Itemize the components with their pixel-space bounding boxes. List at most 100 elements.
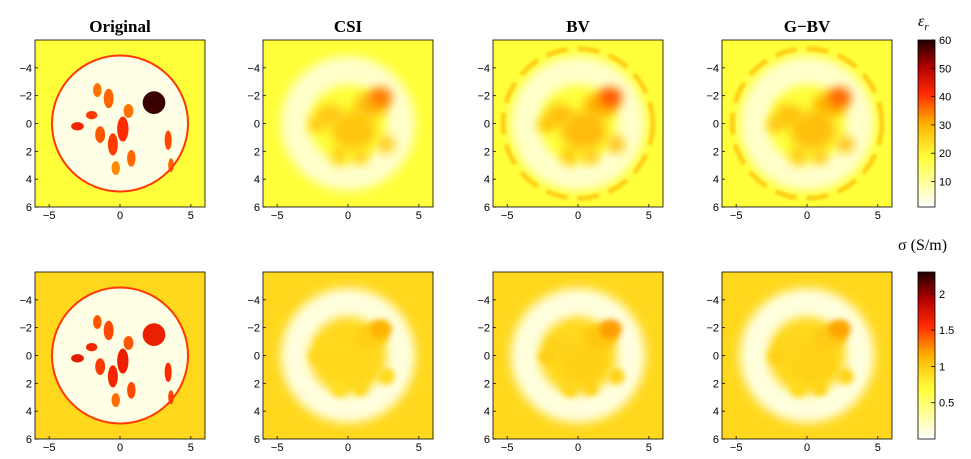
reconstructed-blob (767, 349, 785, 364)
y-tick-label: 6 (26, 202, 32, 214)
inclusion (127, 149, 136, 167)
y-tick-label: −2 (19, 91, 32, 103)
colorbar-tick-label: 0.5 (939, 398, 954, 410)
panel-title-bv: BV (566, 17, 590, 36)
panel-title-csi: CSI (334, 17, 363, 36)
reconstructed-blob (561, 145, 578, 166)
reconstructed-blob (583, 381, 598, 396)
x-tick-label: 0 (804, 210, 810, 222)
y-tick-label: 4 (254, 406, 260, 418)
y-tick-label: 0 (26, 351, 32, 363)
x-tick-label: 0 (575, 210, 581, 222)
y-tick-label: 2 (713, 146, 719, 158)
colorbar-tick-label: 20 (939, 148, 951, 160)
inclusion (103, 320, 114, 341)
large-inclusion (142, 323, 166, 346)
inclusion (95, 358, 106, 375)
y-tick-label: 6 (484, 202, 490, 214)
reconstructed-blob (369, 87, 392, 107)
colorbar-tick-label: 1 (939, 361, 945, 373)
inclusion (107, 133, 118, 156)
x-tick-label: −5 (730, 210, 743, 222)
y-tick-label: −4 (477, 63, 490, 75)
x-tick-label: 0 (345, 210, 351, 222)
colorbar-permittivity-label: εr (918, 13, 929, 33)
colorbar-tick-label: 50 (939, 63, 951, 75)
y-tick-label: 4 (26, 174, 32, 186)
domain-boundary (51, 54, 189, 193)
x-tick-label: 5 (646, 210, 652, 222)
y-tick-label: 4 (713, 406, 719, 418)
inclusion (71, 354, 84, 363)
reconstructed-blob (331, 110, 377, 150)
panel-r1-gbv (721, 39, 893, 208)
colorbar-conductivity-strip (917, 271, 936, 440)
x-tick-label: 0 (117, 210, 123, 222)
panel-r2-original (34, 271, 206, 440)
x-tick-label: −5 (43, 210, 56, 222)
y-tick-label: 0 (484, 351, 490, 363)
panels-group (34, 39, 893, 440)
colorbar-permittivity: εr 10 20 30 40 50 60 (917, 13, 951, 208)
inclusion (123, 336, 134, 350)
y-tick-label: −4 (706, 295, 719, 307)
inclusion (164, 362, 172, 382)
x-tick-label: 5 (416, 210, 422, 222)
panel-r1-bv (492, 39, 664, 208)
reconstructed-blob (767, 117, 785, 132)
reconstructed-blob (377, 136, 395, 153)
y-tick-label: 0 (713, 351, 719, 363)
panel-r2-bv (492, 271, 664, 440)
x-tick-label: 5 (188, 210, 194, 222)
reconstructed-blob (790, 377, 807, 398)
y-tick-label: 2 (26, 146, 32, 158)
x-tick-label: −5 (730, 442, 743, 454)
x-tick-label: 5 (875, 210, 881, 222)
x-tick-label: 5 (875, 442, 881, 454)
ring-artifact (729, 46, 885, 201)
inclusion (71, 122, 84, 131)
inclusion (117, 348, 129, 374)
y-tick-label: 4 (254, 174, 260, 186)
reconstructed-blob (308, 349, 326, 364)
reconstructed-blob (790, 145, 807, 166)
y-tick-label: 0 (254, 119, 260, 131)
reconstructed-blob (377, 368, 395, 385)
y-tick-label: −2 (706, 323, 719, 335)
y-tick-label: −2 (247, 323, 260, 335)
panel-r2-gbv (721, 271, 893, 440)
inclusion (127, 381, 136, 399)
reconstructed-blob (583, 149, 598, 164)
reconstructed-blob (353, 149, 368, 164)
y-tick-label: −4 (19, 295, 32, 307)
x-tick-label: 5 (188, 442, 194, 454)
colorbar-tick-label: 10 (939, 177, 951, 189)
y-tick-label: 0 (484, 119, 490, 131)
reconstructed-blob (812, 381, 827, 396)
reconstructed-blob (369, 319, 392, 339)
inclusion (107, 365, 118, 388)
inclusion (111, 393, 120, 407)
reconstructed-blob (836, 136, 854, 153)
panel-r1-original (34, 39, 206, 208)
y-tick-label: 2 (713, 378, 719, 390)
reconstructed-blob (599, 87, 622, 107)
colorbar-tick-label: 1.5 (939, 325, 954, 337)
ring-artifact (500, 46, 656, 201)
inclusion (93, 315, 102, 330)
y-tick-label: −4 (247, 63, 260, 75)
reconstructed-blob (538, 117, 556, 132)
y-tick-label: 4 (26, 406, 32, 418)
y-tick-label: −4 (247, 295, 260, 307)
y-tick-label: 0 (26, 119, 32, 131)
reconstructed-blob (538, 349, 556, 364)
colorbar-tick-label: 40 (939, 92, 951, 104)
inclusion (93, 83, 102, 98)
reconstruction-ring (510, 56, 646, 191)
reconstruction-ring (510, 288, 646, 423)
reconstructed-blob (607, 136, 625, 153)
reconstructed-blob (561, 110, 607, 150)
x-tick-label: 0 (575, 442, 581, 454)
y-tick-label: 4 (484, 174, 490, 186)
